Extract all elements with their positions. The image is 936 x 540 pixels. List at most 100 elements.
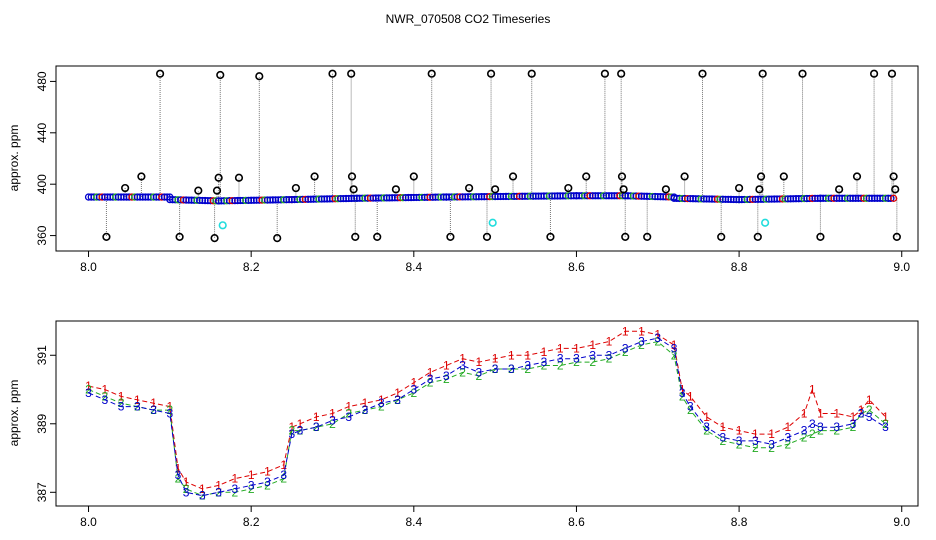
series-marker-1: 1	[248, 468, 255, 482]
outlier-point	[427, 69, 436, 78]
outlier-point	[564, 183, 573, 193]
y-tick-label: 400	[35, 174, 49, 194]
series-marker-3: 3	[183, 485, 190, 499]
x-tick-label: 8.0	[80, 515, 97, 529]
series-marker-2: 2	[606, 352, 613, 366]
series-marker-3: 3	[297, 424, 304, 438]
outlier-point	[486, 69, 496, 78]
x-tick-label: 8.4	[405, 515, 422, 529]
outlier-point	[102, 232, 111, 241]
series-marker-2: 2	[801, 430, 808, 444]
outlier-point	[373, 232, 382, 241]
outlier-point	[717, 232, 726, 241]
series-marker-3: 3	[866, 410, 873, 424]
plot-frame-top	[55, 65, 919, 252]
series-marker-1: 1	[687, 389, 694, 403]
y-tick-label: 387	[35, 482, 49, 502]
series-marker-3: 3	[882, 420, 889, 434]
cyan-point	[218, 221, 227, 230]
series-marker-1: 1	[85, 379, 92, 393]
series-marker-1: 1	[313, 410, 320, 424]
x-tick-label: 8.8	[731, 515, 748, 529]
series-marker-1: 1	[215, 478, 222, 492]
series-marker-2: 2	[833, 424, 840, 438]
series-marker-1: 1	[508, 348, 515, 362]
series-marker-3: 3	[288, 427, 295, 441]
series-marker-3: 3	[443, 369, 450, 383]
baseline-point	[887, 194, 895, 202]
x-tick-label: 9.0	[893, 515, 910, 529]
series-marker-3: 3	[85, 386, 92, 400]
x-tick-label: 8.6	[568, 515, 585, 529]
series-marker-1: 1	[443, 359, 450, 373]
series-marker-1: 1	[459, 352, 466, 366]
y-tick-label: 360	[35, 225, 49, 245]
series-marker-3: 3	[459, 359, 466, 373]
x-tick-label: 8.0	[80, 260, 97, 274]
outlier-point	[734, 183, 744, 193]
series-marker-1: 1	[606, 335, 613, 349]
outlier-point	[291, 183, 300, 193]
series-marker-3: 3	[101, 393, 108, 407]
outlier-point	[758, 69, 767, 78]
series-marker-2: 2	[459, 365, 466, 379]
axes-top: 8.0 8.2 8.4 8.6 8.8 9.0 360 400 440 480	[35, 71, 910, 274]
series-marker-2: 2	[101, 389, 108, 403]
series-marker-3: 3	[118, 400, 125, 414]
series-marker-3: 3	[768, 437, 775, 451]
series-marker-1: 1	[882, 410, 889, 424]
series-marker-1: 1	[703, 410, 710, 424]
series-marker-2: 2	[817, 424, 824, 438]
outlier-point	[212, 186, 222, 195]
series-marker-3: 3	[858, 407, 865, 421]
series-marker-2: 2	[345, 407, 352, 421]
series-marker-2: 2	[752, 441, 759, 455]
series-marker-3: 3	[541, 355, 548, 369]
series-marker-2: 2	[118, 396, 125, 410]
series-marker-3: 3	[671, 341, 678, 355]
x-tick-label: 8.2	[243, 515, 260, 529]
outlier-point	[216, 70, 225, 80]
outlier-point	[889, 172, 898, 181]
series-marker-3: 3	[622, 341, 629, 355]
outlier-point	[491, 185, 500, 194]
series-marker-3: 3	[199, 489, 206, 503]
series-marker-2: 2	[175, 472, 182, 486]
series-marker-2: 2	[654, 335, 661, 349]
outlier-point	[347, 172, 357, 181]
series-marker-2: 2	[85, 383, 92, 397]
outlier-point	[892, 232, 901, 241]
series-marker-1: 1	[817, 407, 824, 421]
series-marker-1: 1	[288, 420, 295, 434]
outlier-point	[661, 185, 671, 194]
series-marker-1: 1	[476, 355, 483, 369]
series-marker-2: 2	[183, 482, 190, 496]
series-marker-1: 1	[679, 383, 686, 397]
series-marker-3: 3	[508, 362, 515, 376]
outlier-point	[621, 232, 630, 241]
series-marker-3: 3	[850, 417, 857, 431]
series-marker-1: 1	[134, 393, 141, 407]
series-marker-2: 2	[703, 424, 710, 438]
series-marker-3: 3	[785, 430, 792, 444]
series-marker-3: 3	[687, 400, 694, 414]
outlier-point	[234, 173, 244, 182]
series-marker-3: 3	[801, 424, 808, 438]
outlier-point	[482, 232, 492, 241]
series-marker-2: 2	[215, 485, 222, 499]
series-marker-1: 1	[736, 424, 743, 438]
series-marker-1: 1	[524, 348, 531, 362]
outlier-point	[349, 185, 358, 194]
outlier-point	[255, 72, 264, 81]
series-marker-3: 3	[638, 335, 645, 349]
series-marker-1: 1	[719, 420, 726, 434]
series-marker-1: 1	[427, 365, 434, 379]
outlier-point	[617, 69, 626, 78]
series-line-1	[88, 330, 886, 490]
series-marker-3: 3	[427, 372, 434, 386]
outlier-point	[527, 69, 536, 78]
series-marker-3: 3	[248, 478, 255, 492]
outlier-point	[779, 172, 788, 181]
series-marker-2: 2	[476, 369, 483, 383]
